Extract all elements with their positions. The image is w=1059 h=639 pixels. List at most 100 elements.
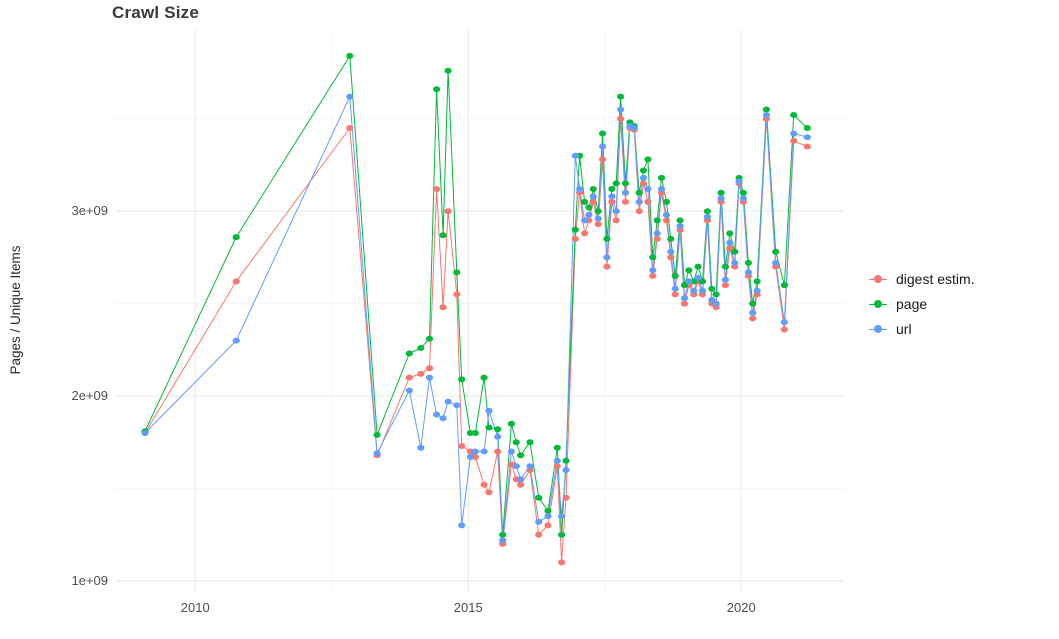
y-axis-title: Pages / Unique Items: [8, 245, 23, 375]
data-point: [571, 152, 579, 159]
data-point: [603, 235, 611, 242]
data-point: [425, 374, 434, 381]
data-point: [708, 296, 716, 303]
data-point: [444, 398, 452, 405]
data-point: [553, 444, 561, 451]
data-point: [639, 174, 648, 181]
data-point: [405, 387, 413, 394]
data-point: [562, 457, 570, 464]
data-point: [721, 276, 730, 283]
data-point: [373, 450, 381, 457]
y-tick-label: 3e+09: [71, 203, 108, 219]
data-point: [753, 287, 761, 294]
legend-label: url: [896, 321, 912, 337]
data-point: [653, 217, 661, 224]
data-point: [735, 178, 743, 185]
legend-dot-icon: [874, 325, 882, 333]
data-point: [690, 287, 698, 294]
data-point: [433, 411, 441, 418]
data-point: [657, 174, 666, 181]
data-point: [594, 215, 602, 222]
data-point: [599, 156, 607, 163]
data-point: [589, 193, 597, 200]
data-point: [485, 407, 493, 414]
series-line-page: [144, 55, 808, 536]
legend-label: page: [896, 296, 928, 312]
data-point: [558, 559, 566, 566]
data-point: [649, 272, 657, 279]
data-point: [649, 254, 657, 261]
data-point: [671, 291, 679, 298]
data-point: [803, 143, 811, 150]
data-point: [803, 125, 811, 131]
data-point: [621, 189, 630, 196]
data-point: [749, 300, 757, 307]
data-point: [676, 217, 684, 224]
data-point: [480, 481, 488, 488]
data-point: [433, 186, 441, 192]
data-point: [685, 278, 693, 285]
data-point: [535, 531, 543, 538]
legend-item-page: page: [868, 296, 975, 312]
data-point: [581, 217, 589, 224]
data-point: [439, 232, 447, 239]
data-point: [790, 137, 798, 144]
data-point: [453, 269, 461, 276]
data-point: [612, 217, 620, 224]
data-point: [608, 193, 616, 200]
data-point: [667, 235, 675, 242]
data-point: [425, 365, 434, 372]
data-point: [753, 278, 761, 285]
data-point: [417, 370, 425, 377]
data-point: [417, 444, 425, 451]
data-point: [749, 315, 757, 322]
data-point: [599, 143, 607, 150]
data-point: [657, 186, 666, 192]
data-point: [485, 424, 493, 431]
data-point: [662, 211, 671, 218]
data-point: [499, 537, 507, 544]
data-point: [589, 198, 597, 205]
data-point: [712, 300, 720, 307]
data-point: [617, 106, 625, 113]
data-point: [471, 430, 479, 436]
x-tick-label: 2015: [453, 600, 483, 615]
data-point: [346, 125, 354, 131]
data-point: [694, 274, 702, 281]
x-tick-label: 2020: [726, 600, 756, 615]
data-point: [458, 376, 466, 383]
data-point: [608, 198, 616, 205]
data-point: [717, 189, 725, 196]
data-point: [667, 254, 675, 261]
data-point: [535, 494, 543, 501]
data-point: [744, 259, 753, 266]
data-point: [612, 208, 620, 215]
data-point: [507, 420, 515, 427]
data-point: [599, 130, 607, 137]
data-point: [780, 319, 789, 326]
data-point: [346, 52, 354, 59]
data-point: [517, 481, 525, 488]
data-point: [494, 426, 502, 433]
data-point: [405, 374, 413, 381]
data-point: [581, 198, 589, 205]
data-point: [585, 211, 593, 218]
data-point: [433, 86, 441, 93]
data-point: [790, 112, 798, 118]
data-point: [417, 345, 425, 351]
data-point: [639, 180, 648, 187]
data-point: [780, 326, 789, 333]
data-point: [471, 448, 479, 455]
data-point: [232, 278, 240, 285]
data-point: [471, 454, 479, 460]
data-point: [594, 208, 602, 215]
data-point: [744, 269, 753, 276]
data-point: [480, 448, 488, 455]
data-point: [717, 195, 725, 202]
data-point: [708, 285, 716, 292]
legend-dot-icon: [874, 300, 882, 308]
data-point: [667, 248, 675, 255]
series-points-digest-estim-: [141, 115, 811, 566]
data-point: [762, 112, 771, 118]
